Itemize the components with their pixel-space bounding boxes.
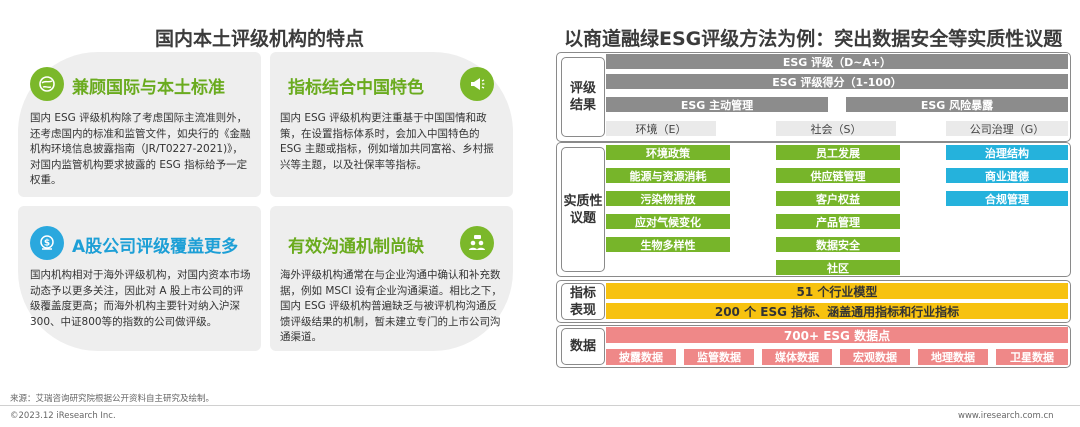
card-1-title: 兼顾国际与本土标准 — [72, 78, 225, 98]
gov-topic: 治理结构 — [946, 145, 1068, 160]
money-shield-icon: $ — [30, 226, 64, 260]
gov-topic: 合规管理 — [946, 191, 1068, 206]
pillar-social: 社会（S） — [776, 121, 896, 136]
social-topic: 客户权益 — [776, 191, 900, 206]
esg-risk-exposure-bar: ESG 风险暴露 — [846, 97, 1068, 112]
footer-copyright: ©2023.12 iResearch Inc. — [10, 411, 116, 421]
esg-active-mgmt-bar: ESG 主动管理 — [606, 97, 828, 112]
social-topic: 社区 — [776, 260, 900, 275]
card-4-text: 海外评级机构通常在与企业沟通中确认和补充数据，例如 MSCI 设有企业沟通渠道。… — [280, 269, 502, 343]
row-label-indicator: 指标 表现 — [561, 283, 605, 320]
data-source: 地理数据 — [918, 349, 988, 365]
left-title: 国内本土评级机构的特点 — [155, 28, 365, 50]
card-2-text: 国内 ESG 评级机构更注重基于中国国情和政策，在设置指标体系时，会加入中国特色… — [280, 112, 494, 171]
gov-topic: 商业道德 — [946, 168, 1068, 183]
social-topic: 供应链管理 — [776, 168, 900, 183]
social-topic: 产品管理 — [776, 214, 900, 229]
footer-website: www.iresearch.com.cn — [958, 411, 1054, 421]
esg-datapoints-bar: 700+ ESG 数据点 — [606, 327, 1068, 343]
card-4-title: 有效沟通机制尚缺 — [288, 237, 424, 257]
material-row-box — [556, 142, 1071, 277]
env-topic: 应对气候变化 — [606, 214, 730, 229]
megaphone-icon — [460, 67, 494, 101]
esg-score-bar: ESG 评级得分（1-100） — [606, 74, 1068, 89]
card-2-title: 指标结合中国特色 — [288, 78, 424, 98]
esg-rating-bar: ESG 评级（D~A+） — [606, 54, 1068, 69]
row-label-material: 实质性 议题 — [561, 147, 605, 272]
data-row-box — [556, 325, 1071, 368]
data-source: 宏观数据 — [840, 349, 910, 365]
data-source: 披露数据 — [606, 349, 676, 365]
pillar-environment: 环境（E） — [606, 121, 716, 136]
esg-indicator-bar: 200 个 ESG 指标、涵盖通用指标和行业指标 — [606, 303, 1068, 319]
social-topic: 员工发展 — [776, 145, 900, 160]
env-topic: 环境政策 — [606, 145, 730, 160]
env-topic: 污染物排放 — [606, 191, 730, 206]
industry-model-bar: 51 个行业模型 — [606, 283, 1068, 299]
card-1-text: 国内 ESG 评级机构除了考虑国际主流准则外，还考虑国内的标准和监管文件，如央行… — [30, 112, 251, 186]
globe-leaf-icon — [30, 67, 64, 101]
card-3-title: A股公司评级覆盖更多 — [72, 237, 239, 257]
indicator-row-box — [556, 280, 1071, 323]
card-3-text: 国内机构相对于海外评级机构，对国内资本市场动态予以更多关注，因此对 A 股上市公… — [30, 269, 251, 328]
social-topic: 数据安全 — [776, 237, 900, 252]
people-talk-icon — [460, 226, 494, 260]
env-topic: 生物多样性 — [606, 237, 730, 252]
footer-source: 来源：艾瑞咨询研究院根据公开资料自主研究及绘制。 — [10, 394, 215, 404]
svg-text:$: $ — [44, 239, 50, 249]
data-source: 媒体数据 — [762, 349, 832, 365]
row-label-rating: 评级 结果 — [561, 57, 605, 137]
right-title: 以商道融绿ESG评级方法为例：突出数据安全等实质性议题 — [564, 28, 1063, 50]
env-topic: 能源与资源消耗 — [606, 168, 730, 183]
data-source: 监管数据 — [684, 349, 754, 365]
data-source: 卫星数据 — [996, 349, 1068, 365]
footer-divider — [0, 405, 1080, 406]
row-label-data: 数据 — [561, 328, 605, 365]
rating-row-box — [556, 52, 1071, 142]
pillar-governance: 公司治理（G） — [946, 121, 1068, 136]
